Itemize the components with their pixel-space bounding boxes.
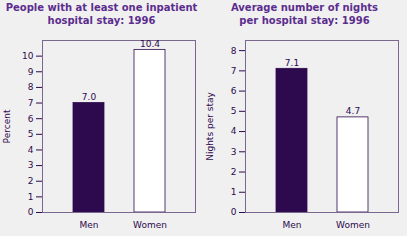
svg-text:4.7: 4.7: [346, 106, 360, 116]
svg-text:Percent: Percent: [2, 109, 12, 143]
svg-text:Men: Men: [282, 220, 301, 230]
svg-text:Women: Women: [336, 220, 370, 230]
svg-text:6: 6: [28, 114, 34, 124]
svg-text:5: 5: [231, 106, 237, 116]
svg-text:3: 3: [28, 160, 34, 170]
svg-text:2: 2: [231, 167, 237, 177]
html-text:Average number of nights per h: Average number of nights per hospital st…: [231, 2, 378, 26]
html-text:People with at least one inpat: People with at least one inpatient hospi…: [5, 2, 198, 26]
svg-text:0: 0: [231, 207, 237, 217]
svg-text:10.4: 10.4: [140, 39, 160, 49]
svg-text:2: 2: [28, 176, 34, 186]
svg-text:5: 5: [28, 129, 34, 139]
svg-text:7.0: 7.0: [82, 92, 97, 102]
svg-text:7: 7: [231, 66, 237, 76]
svg-text:6: 6: [231, 86, 237, 96]
svg-text:Men: Men: [79, 220, 98, 230]
svg-text:10: 10: [22, 51, 34, 61]
svg-text:3: 3: [231, 147, 237, 157]
svg-text:Nights per stay: Nights per stay: [205, 92, 215, 161]
svg-text:7: 7: [28, 98, 34, 108]
svg-text:8: 8: [231, 45, 237, 55]
svg-text:Women: Women: [133, 220, 167, 230]
svg-text:4: 4: [231, 126, 237, 136]
svg-text:7.1: 7.1: [285, 58, 299, 68]
svg-text:4: 4: [28, 145, 34, 155]
svg-text:9: 9: [28, 67, 34, 77]
svg-text:1: 1: [231, 187, 237, 197]
svg-text:8: 8: [28, 82, 34, 92]
svg-text:1: 1: [28, 192, 34, 202]
svg-text:0: 0: [28, 207, 34, 217]
